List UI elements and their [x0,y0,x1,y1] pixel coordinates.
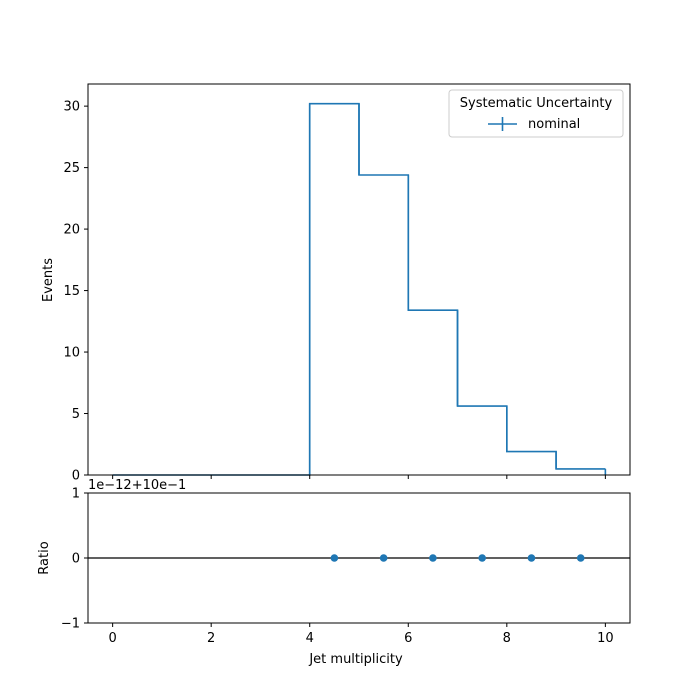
ratio-x-axis-ticks: 0 2 4 6 8 10 [108,623,614,646]
legend: Systematic Uncertainty nominal [448,89,624,138]
x-tick-label: 6 [404,631,412,646]
ratio-points [330,554,585,562]
main-y-tick-label: 30 [63,100,80,115]
legend-entry-nominal: nominal [528,117,580,132]
ratio-y-tick-label: −1 [61,617,80,632]
ratio-point [527,554,536,562]
main-y-axis-label: Events [41,258,56,302]
x-tick-label: 0 [108,631,116,646]
ratio-point [379,554,388,562]
main-y-tick-label: 25 [63,161,80,176]
ratio-point [576,554,585,562]
main-y-axis-ticks: 0 5 10 15 20 25 30 [63,100,88,484]
x-axis-label: Jet multiplicity [308,652,403,667]
ratio-point [330,554,339,562]
x-tick-label: 2 [207,631,215,646]
legend-title: Systematic Uncertainty [460,96,613,111]
ratio-y-tick-label: 1 [72,487,80,502]
ratio-point [429,554,437,562]
x-tick-label: 8 [503,631,511,646]
ratio-y-axis-ticks: −1 0 1 [61,487,88,632]
main-y-tick-label: 0 [72,469,80,484]
ratio-y-tick-label: 0 [72,552,80,567]
main-y-tick-label: 15 [63,284,80,299]
ratio-point [478,554,486,562]
ratio-panel: −1 0 1 0 2 4 6 8 10 1e−12+10e−1 Ratio Jet multi… [37,478,631,667]
main-y-tick-label: 10 [63,346,80,361]
x-tick-label: 4 [306,631,314,646]
ratio-axes-frame [87,492,631,624]
main-histogram-panel: 0 5 10 15 20 25 30 Events Systematic Uncertain… [41,83,631,484]
main-x-axis-ticks [112,475,606,479]
main-y-tick-label: 20 [63,223,80,238]
legend-box [448,89,624,138]
x-tick-label: 10 [597,631,614,646]
ratio-y-axis-label: Ratio [37,541,52,574]
ratio-offset-text: 1e−12+10e−1 [88,478,186,493]
main-axes-frame [87,83,631,476]
main-y-tick-label: 5 [72,407,80,422]
